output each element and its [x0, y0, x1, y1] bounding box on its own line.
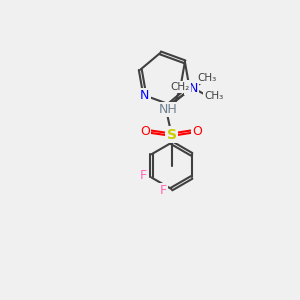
- Text: F: F: [160, 184, 167, 197]
- Text: CH₂: CH₂: [171, 82, 190, 92]
- Text: CH₃: CH₃: [197, 73, 216, 83]
- Text: F: F: [140, 169, 147, 182]
- Text: O: O: [140, 125, 150, 138]
- Text: NH: NH: [159, 103, 178, 116]
- Text: O: O: [192, 125, 202, 138]
- Text: N: N: [188, 82, 198, 94]
- Text: N: N: [140, 89, 149, 102]
- Text: S: S: [167, 128, 176, 142]
- Text: CH₃: CH₃: [204, 91, 224, 100]
- Text: N: N: [185, 81, 194, 94]
